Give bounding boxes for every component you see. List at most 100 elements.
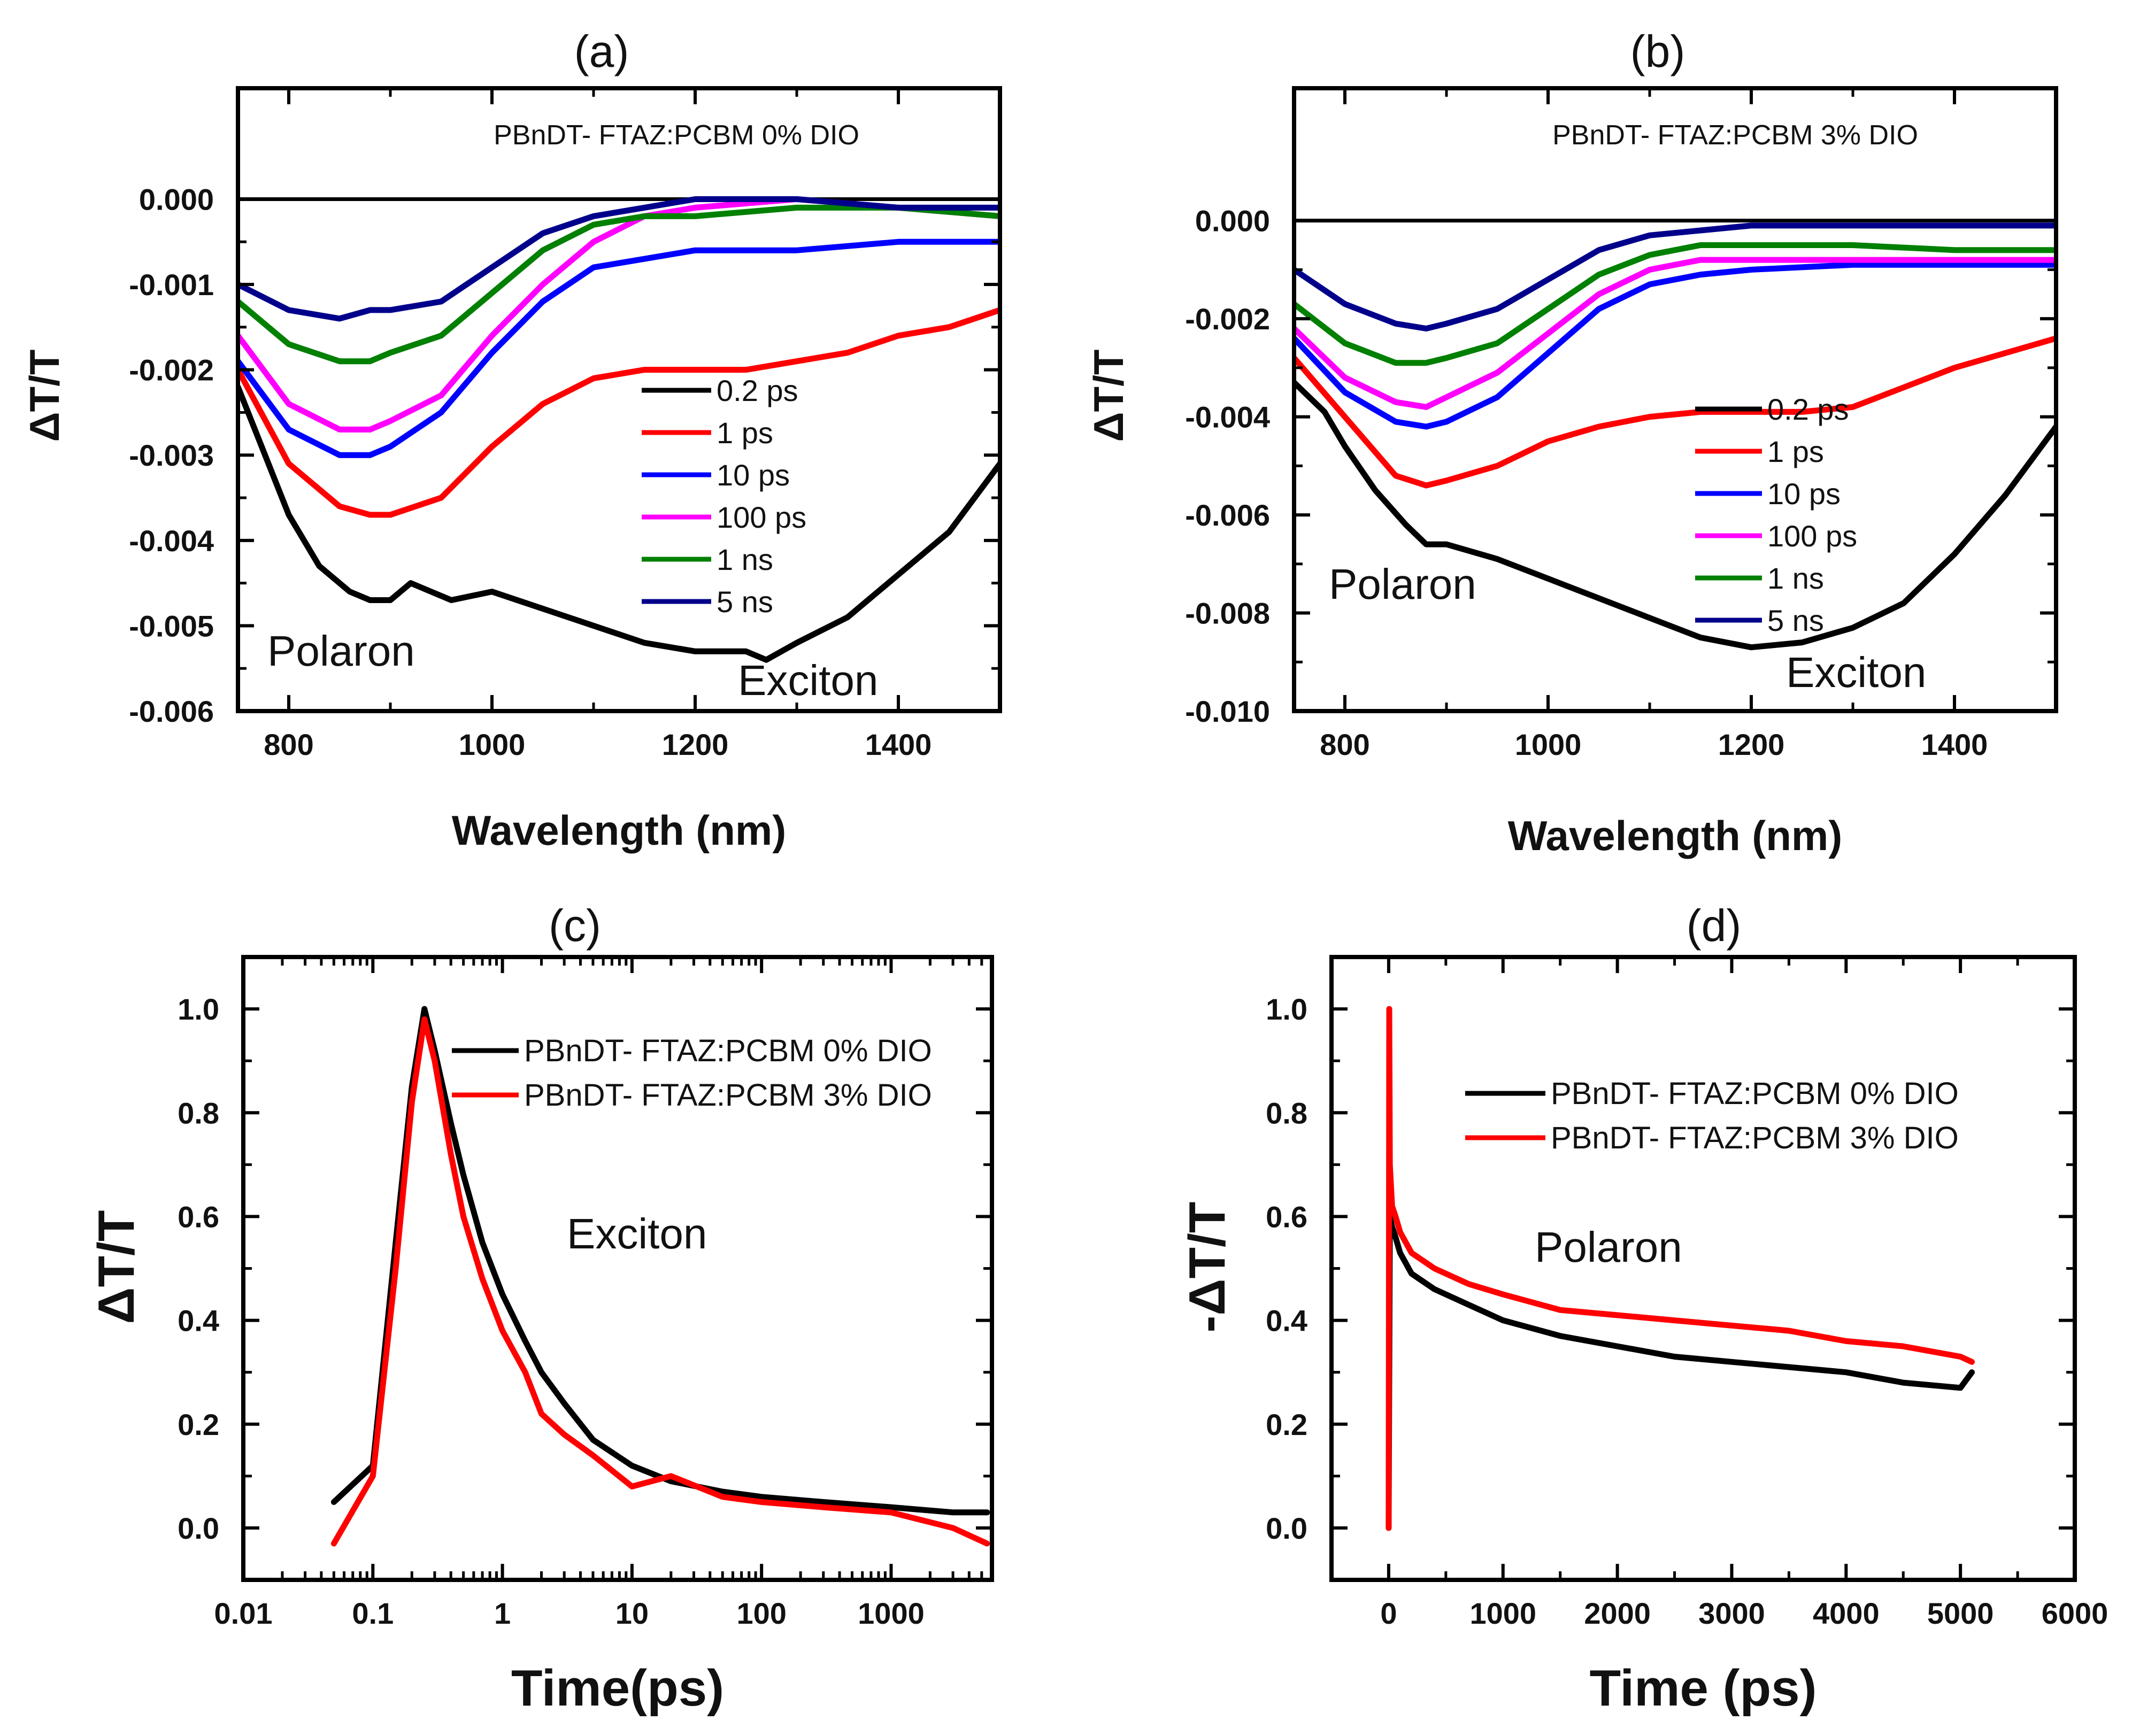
chart-panel-b: (b) 800 1000 1200 1400 0.000 -0.002 -0.004 -0.00… — [1085, 26, 2058, 859]
y-tick-label: 0.2 — [178, 1408, 219, 1441]
series-line-1 — [330, 1016, 990, 1547]
x-axis-title: Time(ps) — [511, 1660, 724, 1717]
series-line-3 — [1294, 257, 2056, 410]
y-tick-label: -0.005 — [129, 609, 214, 643]
y-axis-title: -ΔT/T — [1179, 1202, 1236, 1333]
legend: PBnDT- FTAZ:PCBM 0% DIO PBnDT- FTAZ:PCBM … — [452, 1033, 932, 1113]
chart-panel-d: (d) 0 1000 2000 3000 4000 5000 6000 0.0 0.2 0.4 0.6… — [1179, 900, 2108, 1717]
y-tick-label: 1.0 — [178, 992, 219, 1026]
x-tick-label: 1000 — [1469, 1596, 1536, 1630]
annotation: Polaron — [1535, 1223, 1682, 1271]
chart-panel-c: (c) 0.01 0.1 1 10 100 1000 0.0 0.2 0.4 0.6 0.8 1.0 Ti… — [88, 900, 994, 1717]
y-axis-title: ΔT/T — [88, 1210, 145, 1324]
series-line-1 — [1386, 1006, 1975, 1531]
plot-frame — [1292, 86, 2058, 713]
series-line-5 — [238, 196, 1000, 322]
legend-label: 1 ns — [1767, 561, 1824, 595]
x-tick-label: 3000 — [1698, 1596, 1765, 1630]
plot-frame — [1329, 955, 2077, 1582]
series-line-0 — [238, 384, 1000, 663]
y-tick-label: 1.0 — [1266, 992, 1307, 1026]
y-axis: 0.0 0.2 0.4 0.6 0.8 1.0 — [1266, 992, 2075, 1545]
y-tick-label: 0.8 — [1266, 1096, 1307, 1130]
y-tick-label: -0.001 — [129, 268, 214, 302]
y-tick-label: 0.000 — [139, 182, 214, 216]
legend-label: 100 ps — [1767, 519, 1857, 553]
series-line-4 — [1294, 242, 2056, 366]
y-tick-label: 0.6 — [178, 1200, 219, 1233]
x-tick-label: 1200 — [1718, 728, 1785, 761]
x-tick-label: 5000 — [1927, 1596, 1994, 1630]
x-tick-label: 1 — [494, 1596, 511, 1630]
x-tick-label: 0 — [1380, 1596, 1397, 1630]
x-tick-label: 1400 — [865, 728, 932, 761]
x-axis-title: Wavelength (nm) — [452, 807, 786, 854]
x-axis-title: Time (ps) — [1590, 1660, 1817, 1717]
series-line-2 — [1294, 261, 2056, 430]
y-tick-label: -0.006 — [129, 695, 214, 728]
series-line-0 — [1294, 379, 2056, 651]
y-tick-label: 0.000 — [1195, 204, 1270, 238]
legend-label: 5 ns — [717, 585, 773, 619]
annotation: Polaron — [1329, 560, 1476, 608]
y-tick-label: -0.002 — [1185, 302, 1270, 336]
legend-label: 1 ns — [717, 543, 773, 576]
x-tick-label: 1000 — [459, 728, 526, 761]
x-tick-label: 0.1 — [352, 1596, 394, 1630]
annotation: Polaron — [267, 627, 415, 675]
x-tick-label: 1000 — [1515, 728, 1582, 761]
x-axis: 800 1000 1200 1400 — [1320, 88, 1988, 761]
plot-title: PBnDT- FTAZ:PCBM 0% DIO — [494, 120, 859, 151]
series-line-4 — [238, 204, 1000, 365]
y-tick-label: -0.004 — [129, 524, 214, 558]
plot-frame — [236, 86, 1002, 713]
legend-label: PBnDT- FTAZ:PCBM 0% DIO — [1551, 1076, 1959, 1111]
legend-label: 1 ps — [1767, 435, 1824, 468]
x-tick-label: 4000 — [1813, 1596, 1880, 1630]
x-tick-label: 0.01 — [214, 1596, 273, 1630]
panel-label: (d) — [1687, 900, 1742, 951]
y-axis-title: ΔT/T — [21, 349, 68, 442]
legend-label: 0.2 ps — [717, 374, 798, 407]
legend-label: 10 ps — [1767, 477, 1841, 511]
legend-label: 0.2 ps — [1767, 392, 1849, 426]
y-axis: 0.000 -0.002 -0.004 -0.006 -0.008 -0.010 — [1185, 204, 2056, 728]
y-tick-label: -0.010 — [1185, 695, 1270, 728]
y-tick-label: 0.4 — [1266, 1304, 1307, 1338]
y-axis: 0.000 -0.001 -0.002 -0.003 -0.004 -0.005 -0.00… — [129, 182, 1000, 728]
series-group — [1294, 222, 2056, 651]
y-tick-label: -0.004 — [1185, 400, 1270, 434]
panel-label: (c) — [549, 900, 601, 951]
y-tick-label: 0.4 — [178, 1304, 219, 1338]
series-line-2 — [238, 238, 1000, 458]
series-group — [238, 196, 1000, 663]
legend: 0.2 ps 1 ps 10 ps 100 ps 1 ns 5 ns — [1695, 392, 1857, 637]
series-line-1 — [1294, 335, 2056, 489]
legend-label: 10 ps — [717, 458, 790, 492]
panel-label: (b) — [1630, 26, 1685, 76]
x-tick-label: 1200 — [662, 728, 729, 761]
y-tick-label: -0.008 — [1185, 597, 1270, 630]
x-axis: 0 1000 2000 3000 4000 5000 6000 — [1380, 957, 2108, 1630]
legend: 0.2 ps 1 ps 10 ps 100 ps 1 ns 5 ns — [642, 374, 806, 619]
plot-title: PBnDT- FTAZ:PCBM 3% DIO — [1552, 120, 1918, 151]
y-axis: 0.0 0.2 0.4 0.6 0.8 1.0 — [178, 992, 992, 1545]
y-tick-label: 0.8 — [178, 1096, 219, 1130]
x-tick-label: 800 — [264, 728, 313, 761]
y-tick-label: -0.006 — [1185, 498, 1270, 532]
series-line-1 — [238, 307, 1000, 518]
legend-label: 1 ps — [717, 416, 773, 450]
series-line-0 — [1386, 1213, 1975, 1531]
x-axis: 0.01 0.1 1 10 100 1000 — [214, 957, 994, 1630]
annotation: Exciton — [738, 657, 878, 704]
x-tick-label: 2000 — [1584, 1596, 1651, 1630]
x-tick-label: 800 — [1320, 728, 1369, 761]
y-tick-label: 0.0 — [1266, 1511, 1307, 1545]
y-tick-label: 0.0 — [178, 1511, 219, 1545]
legend-label: PBnDT- FTAZ:PCBM 3% DIO — [1551, 1121, 1959, 1155]
x-tick-label: 10 — [615, 1596, 649, 1630]
series-line-5 — [1294, 222, 2056, 331]
y-axis-title: ΔT/T — [1085, 349, 1132, 442]
x-tick-label: 6000 — [2042, 1596, 2108, 1630]
y-tick-label: 0.2 — [1266, 1408, 1307, 1441]
